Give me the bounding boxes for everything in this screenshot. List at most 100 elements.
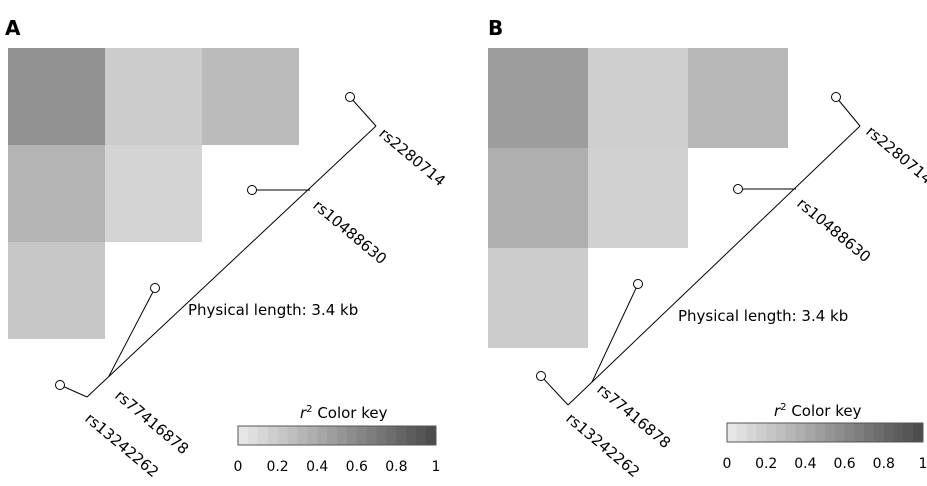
color-key-step xyxy=(864,423,875,442)
color-key-step xyxy=(844,423,855,442)
color-key-step xyxy=(346,426,358,445)
color-key-step xyxy=(307,426,318,445)
color-key-step xyxy=(736,423,748,442)
color-key-step xyxy=(874,423,885,442)
color-key-step xyxy=(386,426,397,445)
snp-marker xyxy=(247,185,257,195)
color-key-step xyxy=(396,426,407,445)
color-key-tick-label: 0.2 xyxy=(266,459,288,475)
color-key-step xyxy=(277,426,288,445)
physical-axis-line xyxy=(567,125,861,406)
color-key-step xyxy=(267,426,279,445)
ld-cell xyxy=(488,248,588,348)
color-key: r2 Color key 0 0.2 0.4 0.6 0.8 1 xyxy=(723,402,927,472)
snp-label-rs10488630: rs10488630 xyxy=(793,194,874,266)
color-key-step xyxy=(426,426,437,445)
color-key-step xyxy=(376,426,387,445)
color-key-step xyxy=(913,423,924,442)
color-key-step xyxy=(746,423,757,442)
color-key-tick-label: 0.6 xyxy=(833,456,855,472)
color-key-step xyxy=(287,426,298,445)
ld-cell xyxy=(488,148,588,248)
color-key-title: r2 Color key xyxy=(774,402,862,420)
color-key-step xyxy=(366,426,378,445)
ld-cell xyxy=(8,145,105,242)
color-key-tick-label: 0.4 xyxy=(794,456,816,472)
color-key-step xyxy=(766,423,777,442)
physical-axis-line xyxy=(86,125,377,398)
color-key-step xyxy=(247,426,259,445)
ld-cell xyxy=(688,48,788,148)
color-key-step xyxy=(883,423,895,442)
snp-marker xyxy=(150,283,160,293)
color-key-step xyxy=(337,426,348,445)
color-key-step xyxy=(257,426,269,445)
snp-diagram xyxy=(536,92,861,406)
color-key-ticks: 0 0.2 0.4 0.6 0.8 1 xyxy=(234,459,441,475)
snp-connector xyxy=(540,375,569,406)
color-key-tick-label: 0.8 xyxy=(873,456,895,472)
snp-connector xyxy=(591,283,639,383)
color-key-border xyxy=(237,425,437,446)
panel-b: B rs2280714 rs10488630 rs77416878 rs1324… xyxy=(488,16,927,481)
color-key-step xyxy=(805,423,816,442)
ld-cell xyxy=(488,48,588,148)
panel-a: A rs2280714 rs10488630 rs77416878 rs1324… xyxy=(5,16,449,481)
snp-diagram xyxy=(55,92,377,398)
snp-label-rs2280714: rs2280714 xyxy=(375,124,448,190)
color-key-ticks: 0 0.2 0.4 0.6 0.8 1 xyxy=(723,456,927,472)
color-key-step xyxy=(406,426,417,445)
ld-cell xyxy=(8,242,105,339)
color-key-step xyxy=(727,423,738,442)
snp-label-rs2280714: rs2280714 xyxy=(862,122,927,188)
color-key-tick-label: 0.4 xyxy=(306,459,328,475)
physical-length-label: Physical length: 3.4 kb xyxy=(678,307,848,325)
color-key-step xyxy=(356,426,368,445)
snp-marker xyxy=(536,371,546,381)
ld-matrix xyxy=(8,48,299,339)
color-key-step xyxy=(238,426,249,445)
ld-cell xyxy=(202,48,299,145)
color-key-border xyxy=(726,422,924,443)
snp-connector xyxy=(835,96,861,127)
color-key-step xyxy=(795,423,806,442)
snp-connector xyxy=(108,287,156,377)
color-key-step xyxy=(825,423,836,442)
ld-cell xyxy=(588,48,688,148)
color-key-tick-label: 0.6 xyxy=(346,459,368,475)
color-key-step xyxy=(785,423,797,442)
snp-connector xyxy=(349,96,377,127)
snp-marker xyxy=(733,184,743,194)
color-key-title: r2 Color key xyxy=(300,404,388,422)
color-key: r2 Color key 0 0.2 0.4 0.6 0.8 1 xyxy=(234,404,441,475)
color-key-gradient xyxy=(726,422,924,443)
color-key-step xyxy=(893,423,904,442)
color-key-step xyxy=(854,423,865,442)
snp-marker xyxy=(55,380,65,390)
color-key-tick-label: 1 xyxy=(432,459,441,475)
ld-cell xyxy=(588,148,688,248)
color-key-tick-label: 0 xyxy=(723,456,732,472)
color-key-tick-label: 0.2 xyxy=(755,456,777,472)
color-key-step xyxy=(297,426,308,445)
color-key-step xyxy=(903,423,914,442)
color-key-step xyxy=(815,423,826,442)
color-key-step xyxy=(416,426,427,445)
snp-marker xyxy=(633,279,643,289)
color-key-step xyxy=(327,426,338,445)
color-key-step xyxy=(756,423,767,442)
ld-cell xyxy=(105,48,202,145)
ld-matrix xyxy=(488,48,788,348)
color-key-step xyxy=(317,426,328,445)
snp-label-rs10488630: rs10488630 xyxy=(309,196,390,268)
color-key-step xyxy=(776,423,787,442)
panel-label: A xyxy=(5,16,21,40)
color-key-step xyxy=(834,423,846,442)
panel-label: B xyxy=(488,16,503,40)
color-key-tick-label: 1 xyxy=(919,456,927,472)
color-key-tick-label: 0 xyxy=(234,459,243,475)
physical-length-label: Physical length: 3.4 kb xyxy=(188,301,358,319)
snp-marker xyxy=(345,92,355,102)
ld-cell xyxy=(8,48,105,145)
